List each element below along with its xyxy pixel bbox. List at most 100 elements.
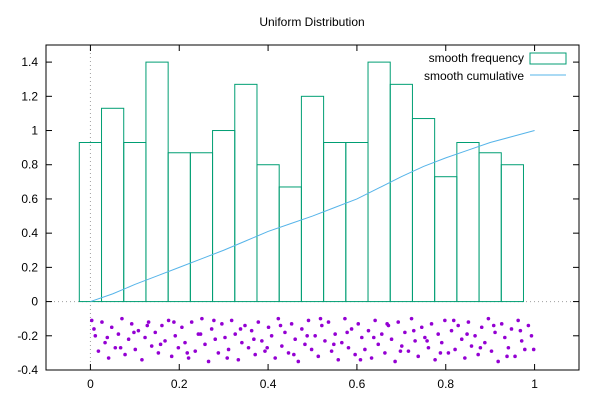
- scatter-point: [273, 356, 277, 360]
- scatter-point: [503, 335, 507, 340]
- scatter-point: [126, 337, 131, 342]
- scatter-point: [249, 328, 254, 333]
- histogram-bar: [167, 152, 191, 303]
- histogram-bar: [189, 152, 214, 303]
- scatter-point: [436, 332, 441, 336]
- scatter-point: [466, 320, 471, 324]
- scatter-point: [103, 340, 107, 345]
- histogram-bar: [300, 95, 325, 303]
- x-tick-label: 0.6: [349, 377, 366, 391]
- scatter-point: [486, 316, 491, 321]
- scatter-point: [356, 322, 361, 326]
- scatter-point: [223, 335, 227, 340]
- scatter-point: [206, 359, 211, 364]
- scatter-point: [203, 342, 207, 347]
- x-tick-label: 0: [87, 377, 94, 391]
- scatter-point: [238, 327, 243, 331]
- legend-label-cumulative: smooth cumulative: [424, 69, 524, 83]
- scatter-point: [373, 318, 377, 323]
- histogram-bar: [500, 164, 524, 303]
- scatter-point: [463, 356, 467, 360]
- scatter-point: [438, 351, 443, 355]
- scatter-point: [106, 356, 111, 360]
- scatter-point: [193, 349, 198, 353]
- histogram-bar: [389, 83, 413, 303]
- scatter-point: [156, 351, 161, 355]
- scatter-point: [332, 342, 336, 347]
- scatter-point: [398, 349, 403, 353]
- scatter-point: [200, 316, 204, 321]
- scatter-point: [166, 318, 171, 323]
- scatter-point: [376, 342, 381, 347]
- scatter-points: [89, 316, 536, 364]
- scatter-point: [253, 352, 257, 357]
- chart-title: Uniform Distribution: [259, 15, 364, 29]
- scatter-point: [263, 349, 267, 353]
- scatter-point: [100, 320, 104, 324]
- scatter-point: [518, 328, 523, 333]
- y-tick-label: 0.4: [21, 226, 38, 240]
- y-tick-label: 0.6: [21, 192, 38, 206]
- y-tick-label: 1.2: [21, 89, 38, 103]
- scatter-point: [499, 322, 504, 326]
- scatter-point: [118, 345, 123, 350]
- scatter-point: [180, 325, 184, 330]
- scatter-point: [105, 335, 110, 340]
- scatter-point: [292, 352, 296, 357]
- scatter-point: [426, 345, 431, 350]
- scatter-point: [369, 356, 374, 360]
- histogram-bar: [278, 186, 302, 303]
- scatter-point: [269, 333, 274, 338]
- x-tick-label: 1: [531, 377, 538, 391]
- scatter-point: [371, 335, 376, 340]
- scatter-point: [93, 333, 98, 338]
- plot-border: [45, 44, 580, 371]
- scatter-point: [176, 345, 181, 350]
- zero-axis-lines: [46, 45, 579, 370]
- scatter-point: [133, 347, 138, 352]
- histogram-bar: [478, 152, 502, 303]
- histogram-bar: [145, 61, 169, 303]
- scatter-point: [478, 345, 483, 350]
- scatter-point: [513, 354, 517, 359]
- scatter-point: [278, 323, 283, 328]
- scatter-point: [120, 316, 124, 321]
- histogram-bar: [123, 142, 147, 303]
- scatter-point: [189, 320, 194, 324]
- scatter-point: [309, 347, 314, 352]
- scatter-point: [399, 344, 404, 348]
- scatter-point: [243, 323, 247, 328]
- scatter-point: [129, 322, 134, 326]
- y-tick-label: 0.2: [21, 260, 38, 274]
- scatter-point: [506, 345, 511, 350]
- y-tick-label: 1.4: [21, 55, 38, 69]
- scatter-point: [346, 345, 351, 350]
- scatter-point: [185, 351, 190, 355]
- scatter-point: [336, 357, 341, 362]
- scatter-point: [360, 335, 364, 340]
- cumulative-line-group: [90, 130, 535, 303]
- scatter-point: [469, 344, 474, 348]
- scatter-point: [116, 332, 121, 336]
- scatter-point: [303, 342, 307, 347]
- scatter-point: [489, 349, 494, 353]
- scatter-point: [286, 351, 291, 355]
- scatter-point: [265, 345, 269, 350]
- scatter-point: [366, 328, 371, 333]
- scatter-point: [345, 330, 349, 335]
- scatter-point: [483, 340, 487, 345]
- scatter-point: [146, 320, 151, 324]
- scatter-point: [236, 357, 241, 362]
- scatter-point: [519, 339, 524, 343]
- scatter-point: [491, 323, 496, 328]
- scatter-point: [306, 318, 311, 323]
- scatter-point: [293, 337, 297, 342]
- scatter-point: [429, 322, 434, 326]
- scatter-point: [439, 340, 444, 345]
- scatter-point: [473, 333, 477, 338]
- scatter-point: [318, 316, 323, 321]
- scatter-point: [140, 357, 144, 362]
- scatter-point: [465, 332, 469, 336]
- scatter-point: [226, 347, 231, 352]
